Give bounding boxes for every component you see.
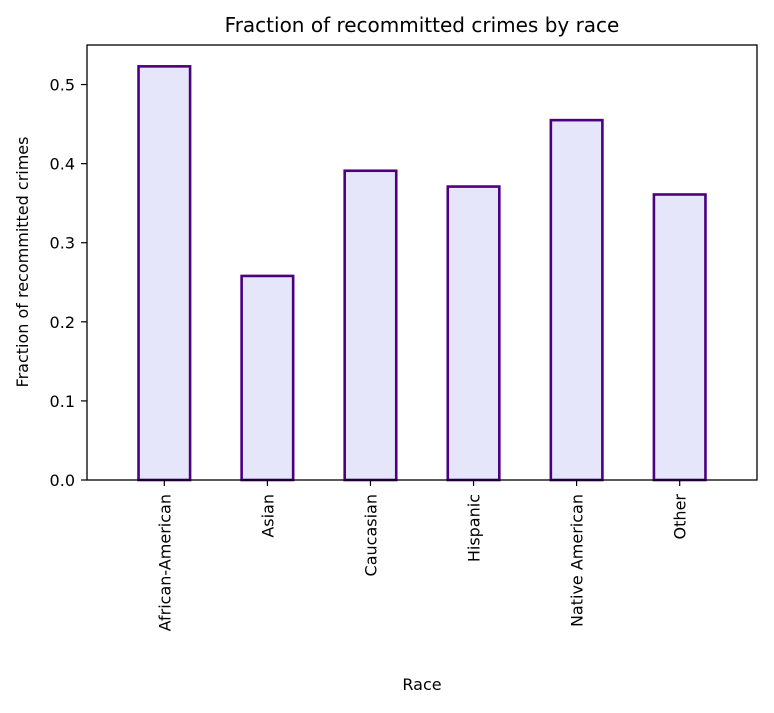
x-tick-label: Hispanic	[465, 494, 484, 562]
y-tick-label: 0.5	[50, 76, 75, 95]
bar-caucasian	[343, 169, 398, 482]
chart-title: Fraction of recommitted crimes by race	[225, 13, 620, 37]
y-tick-label: 0.0	[50, 471, 75, 490]
x-axis-label: Race	[402, 675, 441, 694]
plot-frame	[86, 44, 758, 481]
x-tick-label: Other	[671, 494, 690, 540]
y-tick-label: 0.3	[50, 234, 75, 253]
bar-hispanic	[446, 185, 501, 482]
y-axis-label: Fraction of recommitted crimes	[13, 137, 32, 388]
bars-group	[137, 65, 707, 482]
y-tick-label: 0.1	[50, 392, 75, 411]
x-tick-label: African-American	[155, 494, 174, 631]
x-tick-label: Native American	[568, 494, 587, 627]
x-tick-label: Caucasian	[361, 494, 380, 576]
x-axis-ticks: African-American Asian Caucasian Hispanic Na…	[155, 480, 690, 631]
y-tick-label: 0.4	[50, 155, 75, 174]
y-axis-ticks: 0.0 0.1 0.2 0.3 0.4 0.5	[50, 76, 87, 490]
y-tick-label: 0.2	[50, 313, 75, 332]
bar-asian	[240, 274, 295, 482]
x-tick-label: Asian	[258, 494, 277, 538]
bar-native-american	[549, 118, 604, 482]
bar-other	[652, 193, 707, 482]
bar-african-american	[137, 65, 192, 482]
